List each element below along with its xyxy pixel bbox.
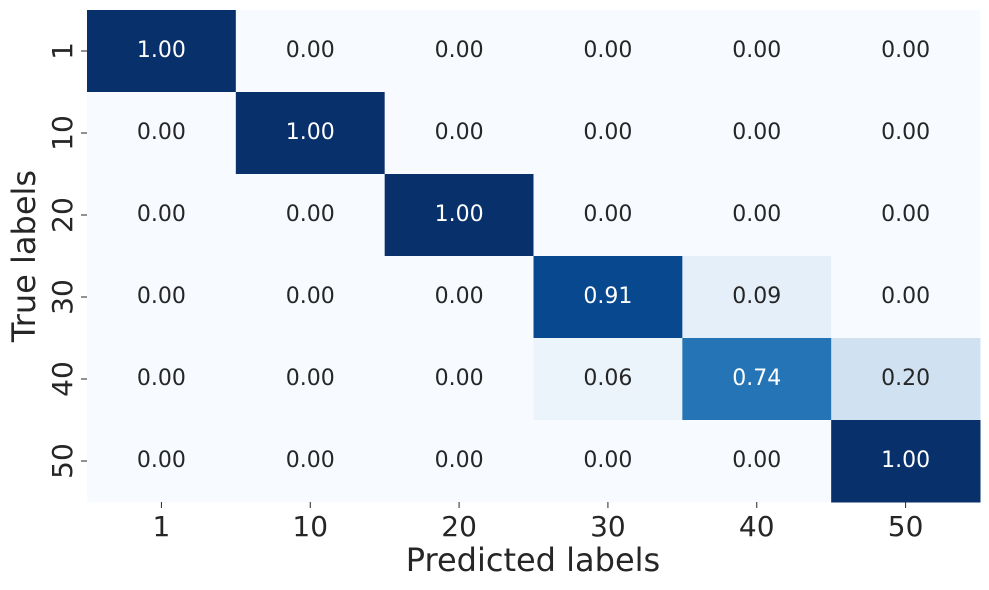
cell-label: 0.00 <box>137 366 186 391</box>
x-tick-label: 20 <box>441 510 477 543</box>
cell-label: 0.00 <box>583 448 632 473</box>
cell-label: 0.00 <box>583 38 632 63</box>
cell-label: 0.00 <box>435 120 484 145</box>
cell-label: 0.00 <box>137 284 186 309</box>
cell-label: 0.00 <box>732 38 781 63</box>
cell <box>87 338 237 421</box>
cell <box>831 174 981 257</box>
cell-label: 1.00 <box>286 120 335 145</box>
cell <box>384 338 534 421</box>
cell-label: 0.00 <box>286 38 335 63</box>
cell <box>87 174 237 257</box>
cell <box>384 420 534 503</box>
cell <box>235 10 386 93</box>
cell <box>235 92 386 175</box>
cell-label: 0.00 <box>137 120 186 145</box>
cell <box>831 92 981 175</box>
cell-label: 1.00 <box>881 448 930 473</box>
y-tick-label: 30 <box>46 279 79 315</box>
cell-label: 0.00 <box>583 120 632 145</box>
cell-label: 0.20 <box>881 366 930 391</box>
cell-label: 0.00 <box>286 366 335 391</box>
cell-label: 0.00 <box>286 284 335 309</box>
cell-label: 0.00 <box>583 202 632 227</box>
cell-label: 0.00 <box>435 284 484 309</box>
cell <box>384 256 534 339</box>
x-tick-label: 10 <box>292 510 328 543</box>
cell-label: 0.00 <box>286 202 335 227</box>
cell <box>384 92 534 175</box>
cell-label: 1.00 <box>435 202 484 227</box>
x-tick-label: 50 <box>888 510 924 543</box>
cell-label: 0.00 <box>732 120 781 145</box>
cell <box>682 10 832 93</box>
cell <box>533 10 683 93</box>
cell <box>533 338 683 421</box>
cell-label: 0.74 <box>732 366 781 391</box>
cell-label: 0.00 <box>881 38 930 63</box>
cell-label: 0.09 <box>732 284 781 309</box>
cell-label: 0.00 <box>435 366 484 391</box>
cell <box>682 174 832 257</box>
cell <box>235 174 386 257</box>
cell <box>682 256 832 339</box>
y-tick-label: 20 <box>46 197 79 233</box>
cell-label: 0.00 <box>435 448 484 473</box>
x-tick-label: 1 <box>153 510 171 543</box>
cell-label: 0.00 <box>732 202 781 227</box>
cell <box>235 338 386 421</box>
y-tick-label: 10 <box>46 115 79 151</box>
cell <box>533 420 683 503</box>
cell-label: 0.00 <box>286 448 335 473</box>
cell <box>682 420 832 503</box>
cell <box>384 10 534 93</box>
cell-label: 0.00 <box>881 120 930 145</box>
cell <box>831 420 981 503</box>
cell-label: 0.00 <box>732 448 781 473</box>
cell-label: 0.06 <box>583 366 632 391</box>
cell-label: 1.00 <box>137 38 186 63</box>
cell <box>533 256 683 339</box>
y-axis-label: True labels <box>5 170 43 343</box>
cell <box>87 420 237 503</box>
y-tick-label: 1 <box>46 42 79 60</box>
cell-label: 0.00 <box>881 202 930 227</box>
cell <box>533 92 683 175</box>
cell-label: 0.00 <box>881 284 930 309</box>
x-tick-label: 30 <box>590 510 626 543</box>
cell-label: 0.91 <box>583 284 632 309</box>
cell <box>235 256 386 339</box>
cell <box>87 10 237 93</box>
cell <box>384 174 534 257</box>
x-axis-label: Predicted labels <box>406 541 660 579</box>
cell <box>533 174 683 257</box>
cell <box>682 338 832 421</box>
cell <box>682 92 832 175</box>
cell <box>831 338 981 421</box>
cell-label: 0.00 <box>435 38 484 63</box>
y-tick-label: 40 <box>46 361 79 397</box>
x-tick-label: 40 <box>739 510 775 543</box>
cell-label: 0.00 <box>137 202 186 227</box>
cell <box>87 256 237 339</box>
cell <box>831 10 981 93</box>
cell <box>831 256 981 339</box>
cell-label: 0.00 <box>137 448 186 473</box>
cell <box>235 420 386 503</box>
y-tick-label: 50 <box>46 443 79 479</box>
cell <box>87 92 237 175</box>
